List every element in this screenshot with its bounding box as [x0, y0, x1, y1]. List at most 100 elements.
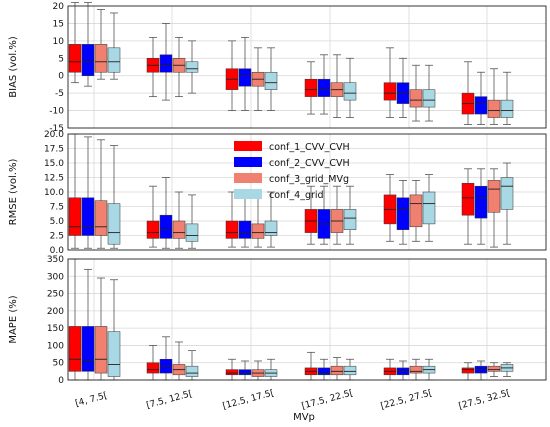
y-tick-label: 12.5 [44, 174, 64, 184]
box-conf_2_CVV_CVH-3 [238, 191, 252, 248]
box-conf_4_grid-5 [422, 64, 436, 122]
box-conf_1_CVV_CVH-1 [68, 133, 82, 249]
box-conf_4_grid-6 [500, 362, 514, 377]
box-conf_3_grid_MVg-6 [487, 168, 501, 248]
y-tick-label: 200 [47, 307, 64, 317]
box-conf_2_CVV_CVH-3 [238, 360, 252, 381]
y-tick-label: 15 [53, 19, 64, 29]
box-iqr [185, 223, 199, 242]
y-tick-label: 100 [47, 341, 64, 351]
legend-swatch [234, 141, 262, 151]
y-tick-label: 10.0 [44, 188, 64, 198]
box-iqr [159, 214, 173, 239]
box-iqr [383, 82, 397, 101]
box-conf_1_CVV_CVH-6 [461, 362, 475, 381]
y-axis-label: RMSE (vol.%) [8, 159, 19, 226]
box-conf_2_CVV_CVH-2 [159, 177, 173, 249]
panel-frame [67, 5, 547, 129]
y-tick-label: 15.0 [44, 159, 64, 169]
box-iqr [172, 220, 186, 239]
box-conf_1_CVV_CVH-1 [68, 258, 82, 381]
box-iqr [264, 220, 278, 236]
panel-frame [67, 133, 547, 251]
y-tick-label: 0.0 [50, 246, 65, 256]
panels: -15 -10 -5 0 5 10 15 20 BIAS (vol.%) 0.0 2.5 5.0 7.5… [8, 2, 547, 412]
box-conf_2_CVV_CVH-4 [317, 185, 331, 245]
box-conf_4_grid-4 [343, 57, 357, 118]
box-iqr [107, 203, 121, 245]
box-conf_3_grid_MVg-2 [172, 36, 186, 98]
box-iqr [500, 177, 514, 210]
y-tick-label: 10 [53, 37, 65, 47]
box-conf_4_grid-6 [500, 71, 514, 125]
box-conf_3_grid_MVg-1 [94, 139, 108, 249]
box-iqr [68, 44, 82, 73]
panel-1: -15 -10 -5 0 5 10 15 20 BIAS (vol.%) [8, 2, 547, 134]
box-conf_1_CVV_CVH-1 [68, 2, 82, 84]
box-conf_1_CVV_CVH-3 [225, 358, 239, 381]
box-iqr [81, 197, 95, 236]
box-conf_3_grid_MVg-5 [409, 64, 423, 122]
box-iqr [409, 365, 423, 374]
legend-swatch [234, 189, 262, 199]
box-conf_3_grid_MVg-3 [251, 197, 265, 248]
box-conf_1_CVV_CVH-6 [461, 61, 475, 125]
box-iqr [487, 99, 501, 118]
box-iqr [238, 369, 252, 376]
y-tick-label: 250 [47, 290, 64, 300]
box-iqr [94, 326, 108, 374]
legend-label: conf_1_CVV_CVH [269, 142, 350, 153]
legend-label: conf_4_grid [269, 190, 324, 201]
box-conf_2_CVV_CVH-5 [396, 360, 410, 381]
box-conf_4_grid-2 [185, 194, 199, 249]
box-conf_1_CVV_CVH-2 [146, 36, 160, 98]
box-conf_3_grid_MVg-1 [94, 9, 108, 80]
legend: conf_1_CVV_CVH conf_2_CVV_CVH conf_3_grid_… [234, 141, 350, 201]
box-iqr [238, 220, 252, 239]
y-axis-label: BIAS (vol.%) [8, 36, 19, 98]
box-iqr [185, 365, 199, 377]
y-tick-label: -15 [49, 124, 64, 134]
box-conf_1_CVV_CVH-3 [225, 40, 239, 111]
box-conf_4_grid-1 [107, 279, 121, 381]
y-tick-label: 17.5 [44, 145, 64, 155]
y-tick-label: 50 [53, 359, 65, 369]
box-conf_2_CVV_CVH-3 [238, 36, 252, 111]
box-iqr [461, 367, 475, 374]
box-iqr [409, 89, 423, 108]
box-conf_3_grid_MVg-3 [251, 360, 265, 381]
box-conf_2_CVV_CVH-4 [317, 358, 331, 381]
x-tick-label: [22.5, 27.5[ [380, 388, 434, 411]
y-tick-label: 0 [58, 376, 64, 386]
box-iqr [317, 78, 331, 97]
legend-swatch [234, 173, 262, 183]
box-iqr [81, 326, 95, 372]
box-conf_4_grid-2 [185, 40, 199, 94]
box-conf_1_CVV_CVH-5 [383, 47, 397, 118]
box-conf_4_grid-1 [107, 12, 121, 80]
box-iqr [238, 68, 252, 87]
box-conf_1_CVV_CVH-2 [146, 185, 160, 248]
box-iqr [107, 331, 121, 377]
box-iqr [225, 369, 239, 376]
box-iqr [317, 367, 331, 376]
box-iqr [487, 180, 501, 213]
y-tick-label: 0 [58, 72, 64, 82]
x-tick-label: [27.5, 32.5[ [458, 388, 512, 411]
x-tick-label: [12.5, 17.5[ [222, 388, 276, 411]
box-conf_2_CVV_CVH-1 [81, 136, 95, 249]
box-conf_3_grid_MVg-2 [172, 341, 186, 381]
box-iqr [94, 44, 108, 73]
box-conf_2_CVV_CVH-5 [396, 179, 410, 245]
legend-label: conf_2_CVV_CVH [269, 158, 350, 169]
y-tick-label: 5 [58, 54, 64, 64]
box-conf_4_grid-1 [107, 145, 121, 249]
box-conf_4_grid-6 [500, 162, 514, 245]
box-iqr [68, 197, 82, 236]
box-conf_3_grid_MVg-5 [409, 179, 423, 242]
box-conf_3_grid_MVg-2 [172, 191, 186, 249]
box-iqr [487, 365, 501, 372]
box-iqr [81, 44, 95, 76]
box-conf_3_grid_MVg-4 [330, 185, 344, 245]
